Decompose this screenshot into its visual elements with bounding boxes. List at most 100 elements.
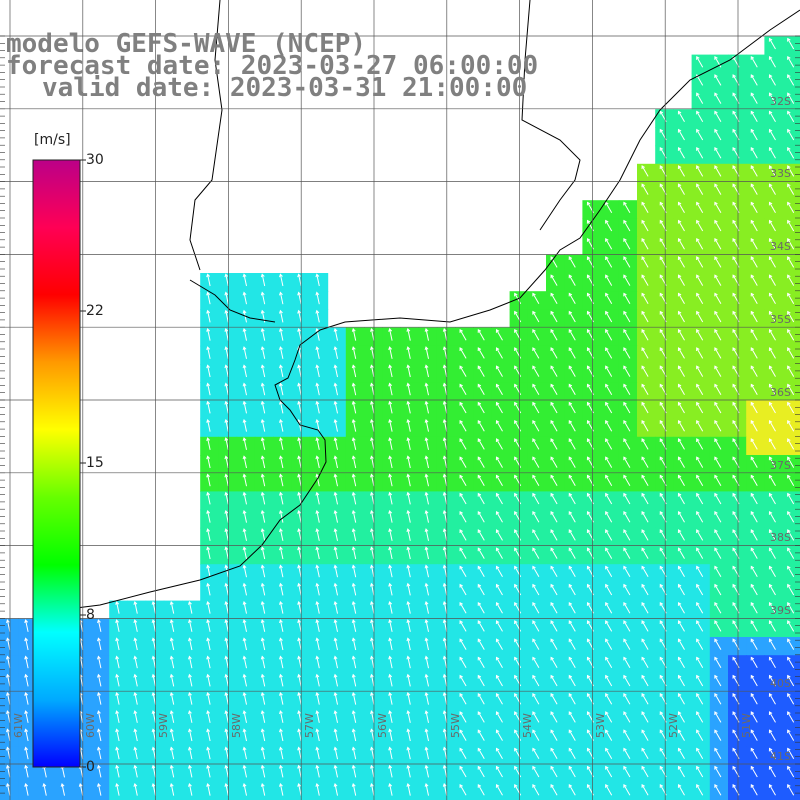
- wind-arrow-head: [424, 473, 429, 478]
- wind-arrow: [370, 383, 375, 396]
- wind-arrow-head: [297, 509, 302, 514]
- wind-arrow: [279, 437, 284, 450]
- wind-arrow: [532, 493, 540, 505]
- wind-arrow-head: [732, 474, 736, 479]
- wind-arrow: [769, 493, 776, 505]
- wind-arrow-head: [787, 729, 791, 734]
- wind-arrow-head: [406, 382, 411, 387]
- wind-arrow-head: [260, 455, 265, 460]
- wind-arrow: [225, 437, 229, 450]
- wind-arrow-head: [297, 491, 302, 496]
- wind-arrow-head: [532, 310, 536, 315]
- wind-arrow-head: [732, 765, 736, 770]
- wind-arrow: [225, 528, 229, 541]
- wind-arrow: [407, 565, 411, 578]
- wind-arrow: [279, 456, 284, 469]
- wind-arrow-head: [206, 637, 211, 642]
- wind-arrow: [678, 493, 685, 505]
- wind-arrow: [6, 783, 11, 796]
- wind-arrow: [641, 202, 649, 214]
- wind-arrow-head: [477, 401, 482, 406]
- wind-arrow: [550, 402, 558, 414]
- wind-arrow-head: [605, 692, 609, 697]
- wind-arrow-head: [442, 710, 447, 715]
- wind-arrow: [116, 601, 120, 614]
- wind-arrow: [678, 256, 685, 268]
- wind-arrow: [279, 383, 284, 396]
- wind-arrow: [750, 256, 758, 268]
- wind-arrow-head: [333, 528, 338, 533]
- colorbar: [32, 159, 86, 768]
- lat-label: 34S: [770, 240, 791, 253]
- wind-arrow-head: [188, 600, 192, 605]
- wind-arrow-head: [477, 347, 482, 352]
- wind-arrow-head: [714, 620, 718, 625]
- wind-arrow: [389, 601, 393, 614]
- wind-arrow-head: [750, 638, 755, 643]
- wind-arrow: [170, 674, 175, 687]
- wind-arrow-head: [260, 346, 265, 351]
- wind-arrow: [352, 419, 357, 432]
- wind-arrow-head: [224, 673, 229, 678]
- wind-arrow-head: [406, 619, 411, 624]
- wind-arrow-head: [514, 711, 518, 716]
- wind-arrow-head: [459, 365, 463, 370]
- wind-arrow: [550, 438, 558, 450]
- wind-arrow-head: [586, 237, 591, 242]
- wind-arrow: [496, 638, 503, 650]
- wind-arrow: [407, 383, 411, 396]
- wind-arrow-head: [333, 691, 338, 696]
- wind-arrow-head: [586, 674, 591, 679]
- wind-arrow: [714, 566, 722, 578]
- wind-arrow: [714, 456, 722, 468]
- wind-arrow-head: [169, 673, 174, 678]
- wind-arrow: [261, 638, 266, 651]
- wind-arrow-head: [242, 491, 247, 496]
- wind-arrow: [134, 729, 138, 742]
- wind-arrow-head: [696, 583, 700, 588]
- wind-arrow: [116, 619, 120, 632]
- wind-arrow: [769, 202, 776, 214]
- wind-arrow-head: [442, 782, 447, 787]
- wind-arrow-head: [495, 601, 500, 606]
- wind-arrow: [459, 638, 467, 650]
- wind-arrow: [188, 765, 193, 778]
- wind-arrow: [477, 438, 485, 450]
- wind-arrow-head: [659, 456, 664, 461]
- wind-arrow: [261, 547, 266, 560]
- wind-arrow-head: [514, 492, 518, 497]
- wind-arrow-head: [659, 656, 664, 661]
- wind-arrow-head: [115, 764, 120, 769]
- wind-arrow-head: [677, 365, 682, 370]
- wind-arrow: [443, 583, 448, 596]
- wind-arrow-head: [605, 347, 609, 352]
- wind-arrow-head: [477, 656, 482, 661]
- wind-arrow: [207, 747, 211, 760]
- wind-arrow: [207, 274, 211, 287]
- wind-arrow: [623, 657, 631, 669]
- wind-arrow: [769, 274, 776, 286]
- wind-arrow: [279, 510, 284, 523]
- wind-arrow-head: [732, 74, 736, 79]
- wind-arrow: [714, 129, 722, 141]
- wind-arrow-head: [242, 619, 247, 624]
- wind-arrow-head: [514, 729, 518, 734]
- wind-arrow: [261, 528, 266, 541]
- wind-arrow-head: [442, 673, 447, 678]
- wind-arrow: [389, 510, 393, 523]
- wind-arrow-head: [586, 765, 591, 770]
- wind-arrow: [550, 766, 558, 778]
- wind-arrow: [750, 311, 758, 323]
- wind-arrow: [568, 784, 576, 796]
- wind-arrow: [134, 783, 138, 796]
- wind-arrow-head: [333, 637, 338, 642]
- wind-arrow: [605, 202, 613, 214]
- wind-arrow-head: [151, 728, 156, 733]
- wind-arrow-head: [115, 710, 120, 715]
- wind-arrow-head: [206, 564, 211, 569]
- wind-arrow: [678, 129, 685, 141]
- wind-arrow-head: [623, 474, 627, 479]
- wind-arrow: [370, 710, 375, 723]
- wind-arrow-head: [514, 438, 518, 443]
- lat-label: 37S: [770, 459, 791, 472]
